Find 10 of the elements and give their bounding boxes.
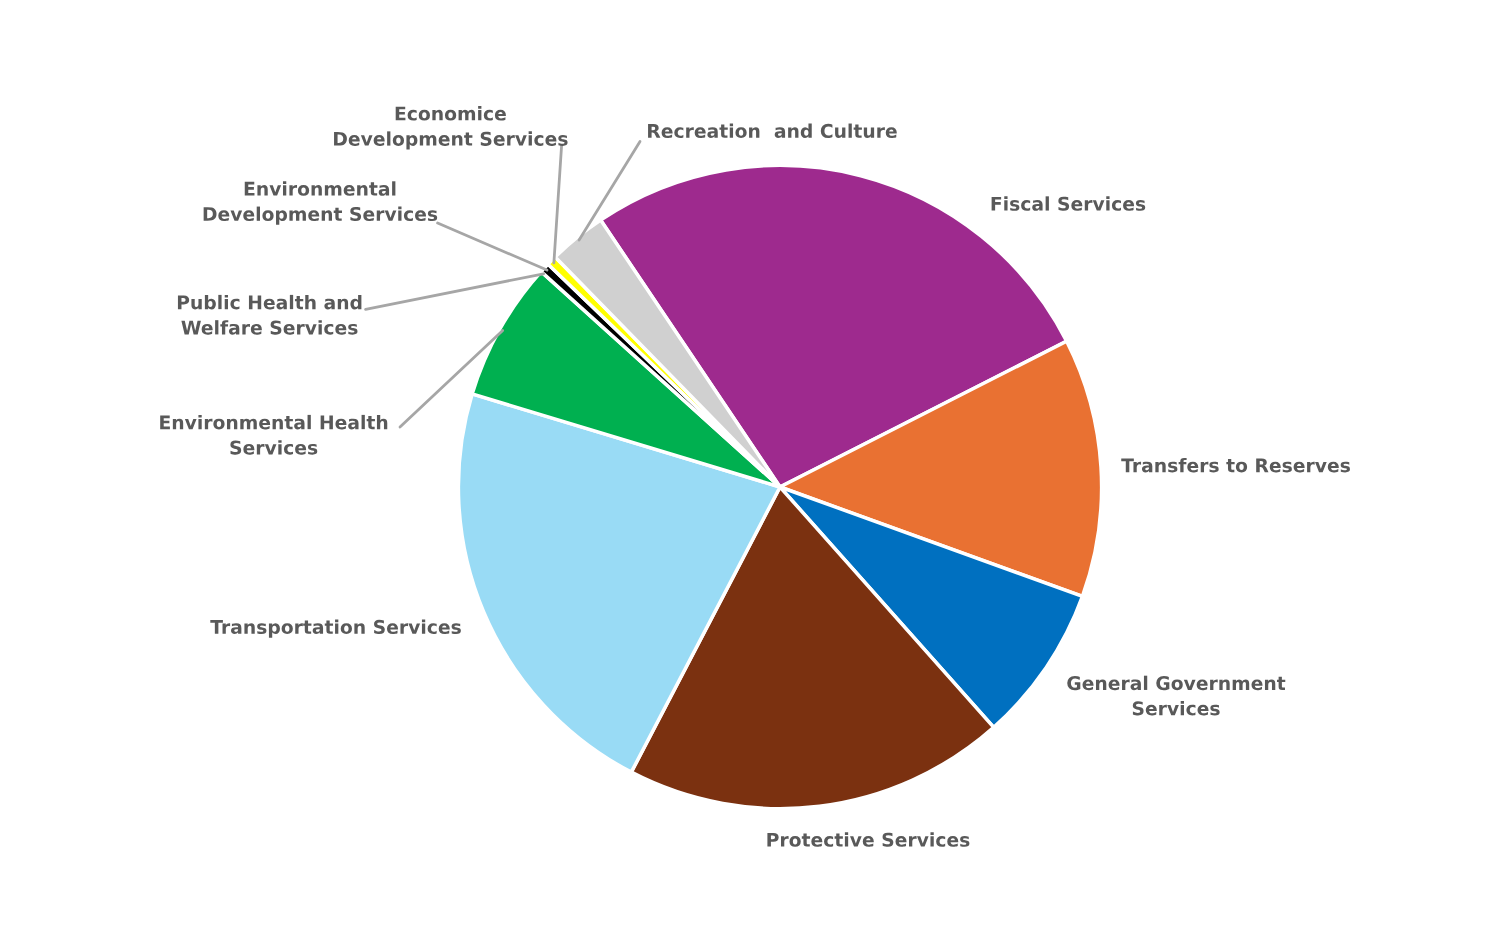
category-label: Public Health and Welfare Services: [177, 294, 362, 335]
slice-label: Environmental Health Services: [160, 414, 388, 455]
slice-label: Environmental Development Services: [203, 181, 438, 225]
slice-label: Protective Services: [767, 832, 970, 847]
slice-label: Economice Development Services: [334, 106, 568, 150]
slice-label: Transfers to Reserves: [1121, 457, 1350, 473]
slice-label: General Government Services: [1067, 675, 1286, 716]
slice-label: Fiscal Services: [991, 196, 1146, 211]
slice-label: Recreation and Culture: [648, 123, 897, 139]
slice-label: Transportation Services: [210, 619, 461, 638]
